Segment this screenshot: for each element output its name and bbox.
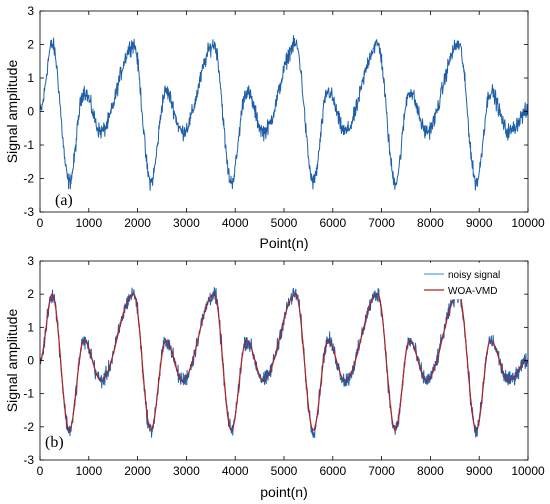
x-tick-label: 1000 (75, 216, 102, 230)
x-tick-label: 10000 (511, 216, 545, 230)
y-tick-label: 2 (27, 38, 34, 52)
x-tick-label: 9000 (466, 464, 493, 478)
y-tick-label: 1 (27, 71, 34, 85)
x-tick-label: 1000 (75, 464, 102, 478)
x-tick-label: 3000 (173, 464, 200, 478)
x-tick-label: 9000 (466, 216, 493, 230)
legend-box (421, 262, 525, 300)
panel-label: (a) (55, 192, 73, 209)
y-tick-label: -2 (23, 420, 34, 434)
x-tick-label: 2000 (124, 464, 151, 478)
x-tick-label: 8000 (417, 464, 444, 478)
y-tick-label: 0 (27, 354, 34, 368)
x-tick-label: 10000 (511, 464, 545, 478)
x-tick-label: 2000 (124, 216, 151, 230)
panel-a: 0 1000 2000 3000 4000 5000 6000 7000 8000 9000 100… (4, 4, 545, 251)
legend: noisy signal WOA-VMD (421, 262, 525, 300)
y-tick-label: -1 (23, 138, 34, 152)
x-tick-label: 0 (37, 216, 44, 230)
y-tick-label: -1 (23, 387, 34, 401)
panel-b: 0 1000 2000 3000 4000 5000 6000 7000 8000 9000 100… (4, 254, 545, 500)
x-tick-label: 7000 (368, 464, 395, 478)
x-tick-label: 4000 (222, 216, 249, 230)
y-tick-label: -2 (23, 172, 34, 186)
series-line-noisy-signal (40, 286, 528, 438)
y-tick-label: 0 (27, 105, 34, 119)
x-tick-label: 5000 (271, 464, 298, 478)
x-tick-label: 4000 (222, 464, 249, 478)
y-tick-label: 3 (27, 4, 34, 18)
y-axis-label: Signal amplitude (4, 60, 20, 164)
y-tick-label: -3 (23, 205, 34, 219)
x-tick-label: 7000 (368, 216, 395, 230)
x-axis-label: point(n) (260, 484, 307, 500)
y-tick-label: -3 (23, 453, 34, 467)
y-axis-label: Signal amplitude (4, 309, 20, 413)
series-line-woa-vmd (40, 293, 528, 431)
x-tick-label: 6000 (319, 216, 346, 230)
series-line-signal (40, 34, 528, 191)
x-tick-label: 6000 (319, 464, 346, 478)
panel-label: (b) (45, 434, 64, 451)
y-tick-label: 3 (27, 254, 34, 268)
legend-label: noisy signal (448, 270, 500, 281)
legend-label: WOA-VMD (448, 286, 497, 297)
x-axis-label: Point(n) (259, 235, 308, 251)
x-tick-label: 5000 (271, 216, 298, 230)
x-tick-label: 3000 (173, 216, 200, 230)
y-tick-label: 1 (27, 320, 34, 334)
x-tick-label: 0 (37, 464, 44, 478)
x-tick-label: 8000 (417, 216, 444, 230)
y-tick-label: 2 (27, 287, 34, 301)
